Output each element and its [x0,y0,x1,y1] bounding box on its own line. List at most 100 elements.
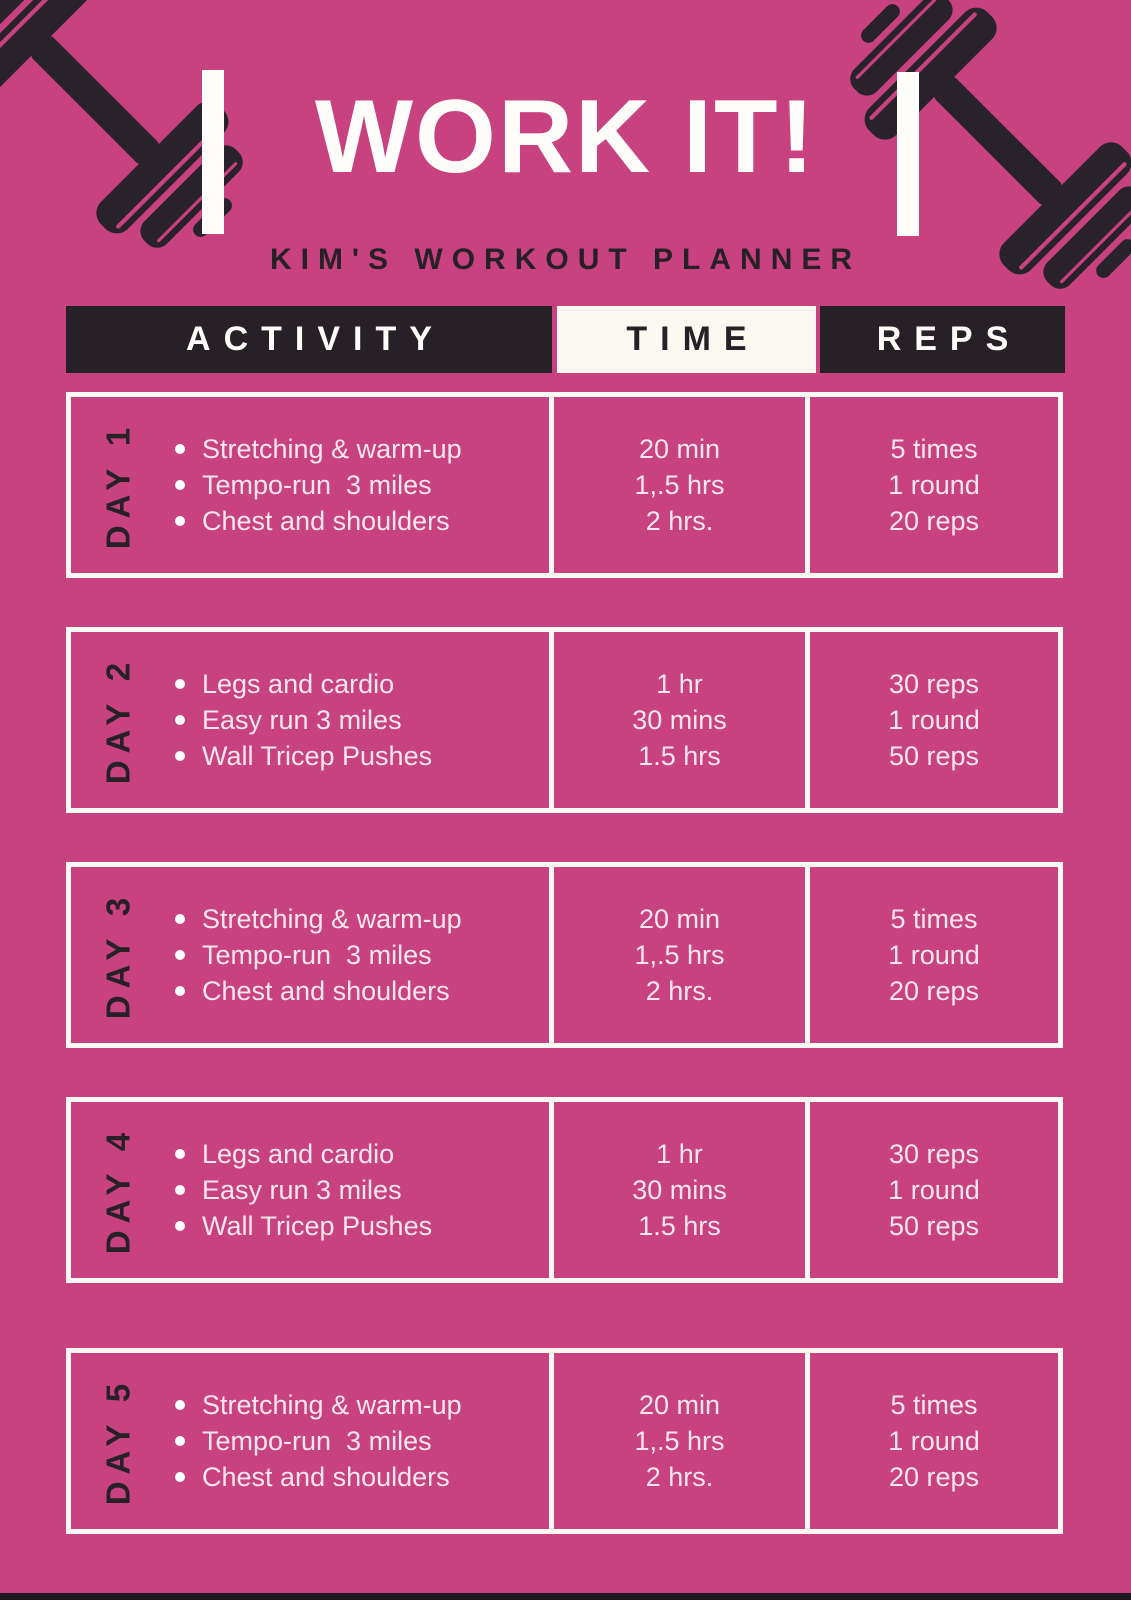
page-title: WORK IT! [314,79,817,195]
activity-cell: DAY 1 Stretching & warm-up Tempo-run 3 m… [71,397,554,573]
reps-value: 50 reps [888,740,980,771]
time-value: 1,.5 hrs [634,469,725,500]
activity-text: Stretching & warm-up [202,903,462,934]
footer-bar [0,1593,1131,1600]
time-cell: 20 min 1,.5 hrs 2 hrs. [554,1353,810,1529]
list-item: Stretching & warm-up [175,903,462,934]
activity-text: Chest and shoulders [202,975,450,1006]
time-value: 1.5 hrs [638,740,721,771]
activity-text: Stretching & warm-up [202,433,462,464]
day-label: DAY 1 [99,420,137,550]
column-header-reps: REPS [820,306,1065,373]
day-row-3: DAY 3 Stretching & warm-up Tempo-run 3 m… [66,862,1063,1048]
day-label: DAY 4 [99,1125,137,1255]
time-value: 2 hrs. [645,1461,714,1492]
bullet-icon [175,1221,185,1231]
activity-list: Stretching & warm-up Tempo-run 3 miles C… [175,903,462,1006]
list-item: Tempo-run 3 miles [175,1425,462,1456]
title-divider-bar [202,70,224,234]
time-value: 1 hr [656,668,703,699]
reps-value: 1 round [888,469,980,500]
day-label-wrap: DAY 3 [71,867,165,1043]
list-item: Stretching & warm-up [175,1391,462,1419]
time-cell: 20 min 1,.5 hrs 2 hrs. [554,867,810,1043]
activity-text: Wall Tricep Pushes [202,1210,433,1241]
time-value: 1,.5 hrs [634,1425,725,1456]
time-value: 30 mins [632,704,727,735]
day-label-wrap: DAY 1 [71,397,165,573]
bullet-icon [175,914,185,924]
day-label-wrap: DAY 4 [71,1102,165,1278]
reps-cell: 5 times 1 round 20 reps [810,397,1058,573]
title-divider-bar [897,72,919,236]
day-label: DAY 5 [99,1376,137,1506]
time-value: 20 min [638,1389,721,1420]
activity-cell: DAY 2 Legs and cardio Easy run 3 miles W… [71,632,554,808]
activity-list: Legs and cardio Easy run 3 miles Wall Tr… [175,1138,433,1241]
activity-text: Chest and shoulders [202,505,450,536]
reps-value: 5 times [890,433,978,464]
list-item: Chest and shoulders [175,1461,462,1492]
reps-value: 5 times [890,903,978,934]
list-item: Easy run 3 miles [175,704,432,735]
activity-cell: DAY 5 Stretching & warm-up Tempo-run 3 m… [71,1353,554,1529]
bullet-icon [175,715,185,725]
list-item: Tempo-run 3 miles [175,471,462,499]
day-row-2: DAY 2 Legs and cardio Easy run 3 miles W… [66,627,1063,813]
time-value: 20 min [638,433,721,464]
bullet-icon [175,516,185,526]
time-cell: 1 hr 30 mins 1.5 hrs [554,1102,810,1278]
list-item: Stretching & warm-up [175,433,462,464]
day-label-wrap: DAY 2 [71,632,165,808]
activity-text: Easy run 3 miles [202,1174,402,1205]
activity-list: Stretching & warm-up Tempo-run 3 miles C… [175,433,462,536]
reps-value: 20 reps [888,1461,980,1492]
reps-value: 1 round [888,939,980,970]
time-value: 2 hrs. [645,975,714,1006]
bullet-icon [175,679,185,689]
day-row-1: DAY 1 Stretching & warm-up Tempo-run 3 m… [66,392,1063,578]
list-item: Tempo-run 3 miles [175,941,462,969]
list-item: Legs and cardio [175,670,432,698]
activity-text: Easy run 3 miles [202,704,402,735]
list-item: Chest and shoulders [175,975,462,1006]
bullet-icon [175,986,185,996]
bullet-icon [175,1472,185,1482]
bullet-icon [175,950,185,960]
list-item: Wall Tricep Pushes [175,1210,433,1241]
list-item: Chest and shoulders [175,505,462,536]
day-label-wrap: DAY 5 [71,1353,165,1529]
time-value: 1,.5 hrs [634,939,725,970]
activity-text: Chest and shoulders [202,1461,450,1492]
bullet-icon [175,480,185,490]
time-cell: 20 min 1,.5 hrs 2 hrs. [554,397,810,573]
dumbbell-icon [0,0,286,291]
day-label: DAY 2 [99,655,137,785]
list-item: Legs and cardio [175,1138,432,1169]
bullet-icon [175,1185,185,1195]
activity-cell: DAY 3 Stretching & warm-up Tempo-run 3 m… [71,867,554,1043]
bullet-icon [175,444,185,454]
time-value: 1 hr [656,1138,703,1169]
reps-cell: 5 times 1 round 20 reps [810,867,1058,1043]
page-subtitle: KIM'S WORKOUT PLANNER [269,243,862,276]
day-label: DAY 3 [99,890,137,1020]
bullet-icon [175,1149,185,1159]
bullet-icon [175,1436,185,1446]
activity-text: Wall Tricep Pushes [202,740,433,771]
activity-list: Legs and cardio Easy run 3 miles Wall Tr… [175,670,433,771]
activity-list: Stretching & warm-up Tempo-run 3 miles C… [175,1391,462,1492]
time-value: 1.5 hrs [638,1210,721,1241]
reps-value: 30 reps [888,668,980,699]
reps-value: 20 reps [888,975,980,1006]
reps-value: 5 times [890,1389,978,1420]
column-header-activity: ACTIVITY [66,306,552,373]
reps-value: 1 round [888,1425,980,1456]
reps-value: 20 reps [888,505,980,536]
reps-value: 50 reps [888,1210,980,1241]
activity-text: Tempo-run 3 miles [202,1425,432,1456]
list-item: Wall Tricep Pushes [175,740,433,771]
reps-value: 30 reps [888,1138,980,1169]
activity-text: Legs and cardio [202,1138,395,1169]
